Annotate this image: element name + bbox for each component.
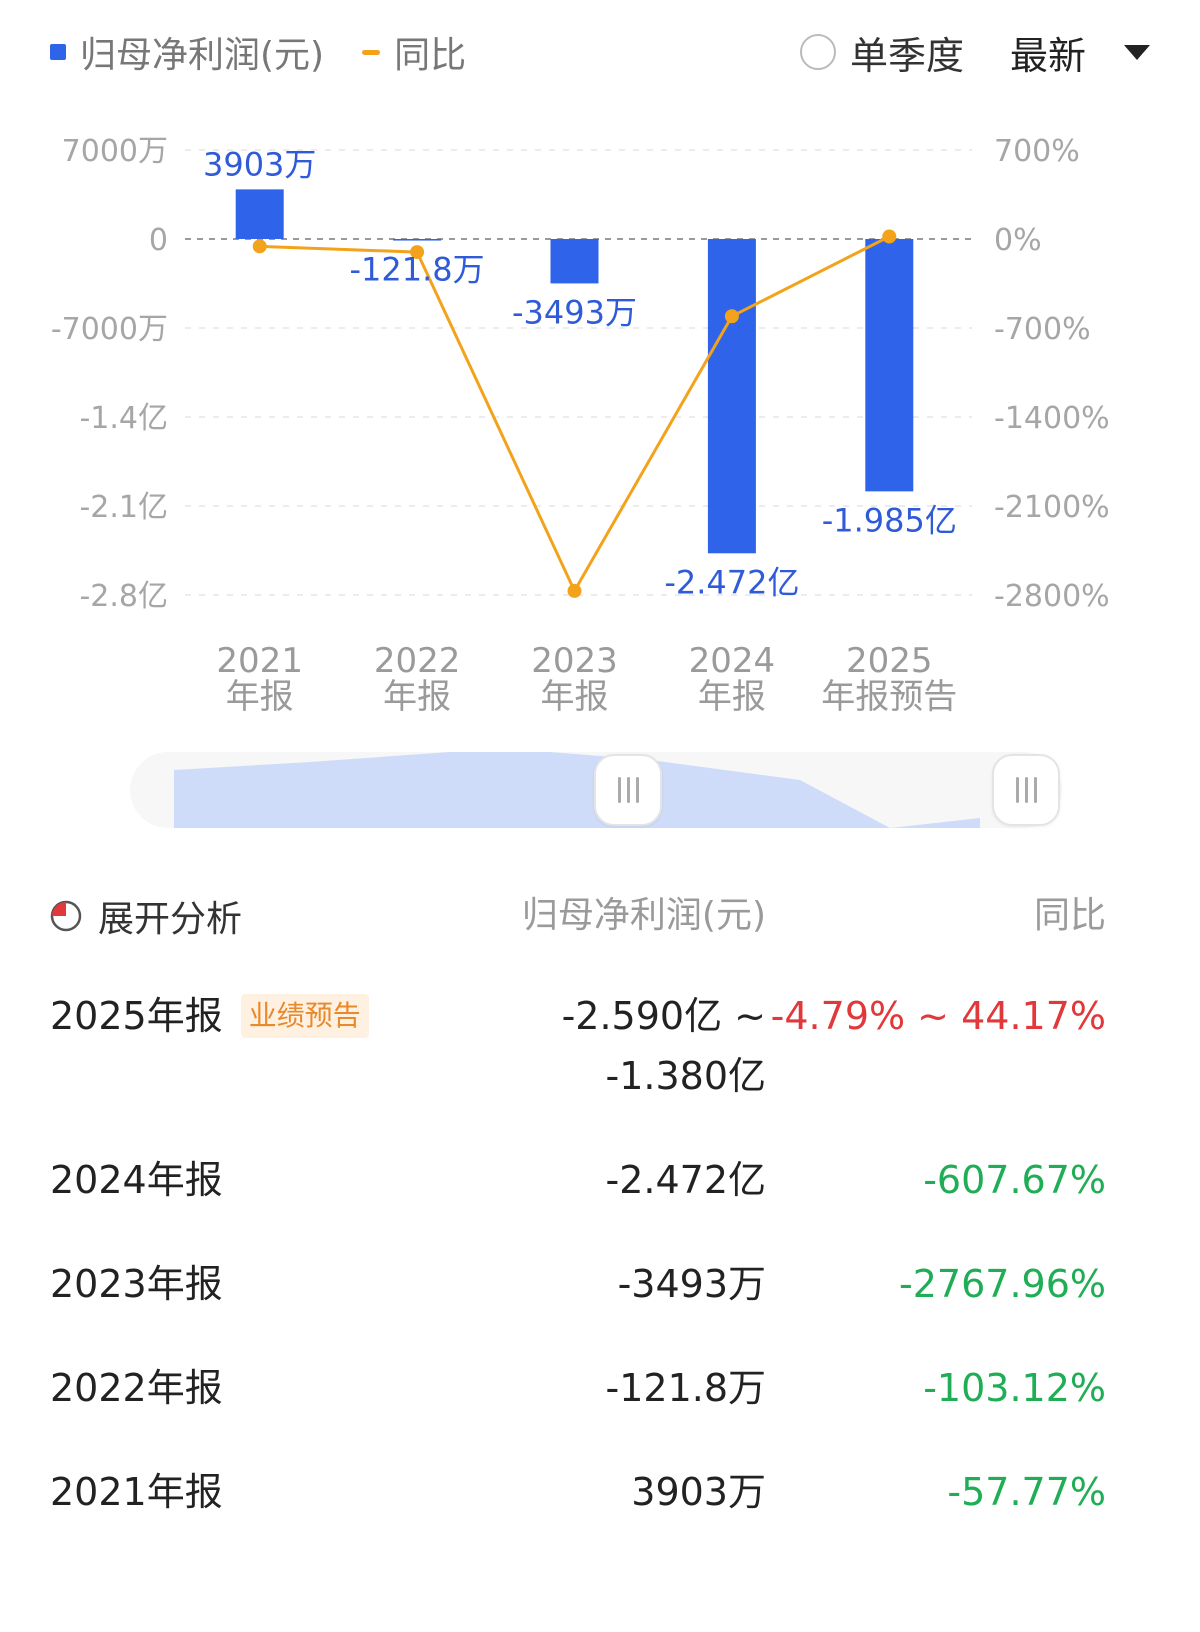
right-tick-label: 700% (994, 134, 1080, 169)
row-value: -2.472亿 (605, 1158, 767, 1202)
chart-controls: 单季度 最新 (799, 24, 1150, 80)
row-value: 3903万 (631, 1470, 766, 1514)
range-slider[interactable] (130, 752, 1062, 828)
x-tick-type: 年报 (226, 677, 294, 717)
row-period: 2024年报 (50, 1158, 223, 1202)
row-value-low: -2.590亿 ~ (561, 994, 766, 1038)
bar-data-label: 3903万 (203, 145, 316, 183)
yoy-point[interactable] (410, 245, 425, 260)
bar[interactable] (550, 239, 599, 284)
x-tick-year: 2022 (374, 641, 461, 681)
yoy-line (259, 235, 890, 595)
right-tick-label: -2100% (994, 490, 1110, 525)
row-yoy: -607.67% (923, 1158, 1106, 1202)
bar-data-label: -1.985亿 (822, 501, 957, 539)
profit-chart: 7000万 0 -7000万 -1.4亿 -2.1亿 -2.8亿 700% 0% -700% -… (51, 134, 1110, 717)
table-header: 展开分析 归母净利润(元) 同比 (50, 886, 1106, 946)
expand-analysis-label: 展开分析 (98, 899, 243, 940)
x-tick-year: 2023 (531, 641, 618, 681)
bar[interactable] (393, 239, 442, 241)
bar-series (235, 189, 914, 554)
right-tick-label: 0% (994, 223, 1042, 258)
row-value-high: -1.380亿 (605, 1054, 767, 1098)
slider-right-handle[interactable] (992, 754, 1060, 826)
line-legend-swatch (362, 49, 381, 55)
right-tick-label: -2800% (994, 579, 1110, 614)
row-yoy: -4.79% ~ 44.17% (770, 994, 1106, 1038)
expand-analysis[interactable]: 展开分析 (50, 886, 242, 946)
yoy-point[interactable] (724, 309, 739, 324)
left-tick-label: -7000万 (51, 312, 168, 347)
left-tick-label: 0 (149, 223, 168, 258)
x-tick-year: 2021 (216, 641, 303, 681)
right-axis: 700% 0% -700% -1400% -2100% -2800% (994, 134, 1110, 614)
forecast-badge: 业绩预告 (240, 994, 369, 1038)
line-series (252, 229, 897, 598)
x-tick-year: 2024 (689, 641, 776, 681)
row-period: 2021年报 (50, 1470, 223, 1514)
yoy-point[interactable] (882, 229, 897, 244)
bar[interactable] (865, 239, 914, 492)
single-quarter-label[interactable]: 单季度 (849, 33, 964, 78)
bar-data-label: -3493万 (512, 293, 637, 331)
col-header-value: 归母净利润(元) (521, 895, 766, 936)
line-legend-label: 同比 (394, 35, 467, 76)
row-period: 2023年报 (50, 1262, 223, 1306)
row-yoy: -103.12% (923, 1366, 1106, 1410)
pie-chart-icon (50, 900, 82, 932)
left-tick-label: 7000万 (62, 134, 168, 169)
row-value: -2.590亿 ~ -1.380亿 (562, 986, 766, 1106)
left-axis: 7000万 0 -7000万 -1.4亿 -2.1亿 -2.8亿 (51, 134, 168, 614)
slider-preview (174, 752, 980, 828)
x-tick-year: 2025 (846, 641, 933, 681)
row-value: -3493万 (617, 1262, 766, 1306)
bar-legend-swatch (50, 44, 66, 60)
bar-data-labels: 3903万 -121.8万 -3493万 -2.472亿 -1.985亿 (203, 145, 957, 601)
row-yoy: -2767.96% (899, 1262, 1106, 1306)
x-tick-type: 年报 (698, 677, 766, 717)
period-select-value[interactable]: 最新 (1009, 33, 1086, 78)
bar-legend-label: 归母净利润(元) (80, 35, 325, 76)
yoy-point[interactable] (252, 239, 267, 254)
chart-legend: 归母净利润(元) 同比 (50, 24, 466, 80)
bar[interactable] (235, 189, 284, 239)
x-tick-type: 年报 (383, 677, 451, 717)
x-tick-type: 年报预告 (821, 677, 957, 717)
row-value: -121.8万 (605, 1366, 767, 1410)
single-quarter-radio[interactable] (799, 34, 836, 70)
left-tick-label: -2.8亿 (79, 579, 168, 614)
right-tick-label: -700% (994, 312, 1091, 347)
chevron-down-icon[interactable] (1124, 44, 1150, 60)
bar[interactable] (707, 239, 756, 554)
x-tick-type: 年报 (541, 677, 609, 717)
row-yoy: -57.77% (947, 1470, 1106, 1514)
left-tick-label: -1.4亿 (79, 401, 168, 436)
right-tick-label: -1400% (994, 401, 1110, 436)
slider-left-handle[interactable] (594, 754, 662, 826)
bar-data-label: -2.472亿 (664, 563, 799, 601)
row-period: 2025年报 (50, 994, 223, 1038)
row-period: 2022年报 (50, 1366, 223, 1410)
yoy-point[interactable] (567, 583, 582, 598)
left-tick-label: -2.1亿 (79, 490, 168, 525)
bar-data-label: -121.8万 (350, 251, 485, 289)
col-header-yoy: 同比 (1033, 895, 1106, 936)
